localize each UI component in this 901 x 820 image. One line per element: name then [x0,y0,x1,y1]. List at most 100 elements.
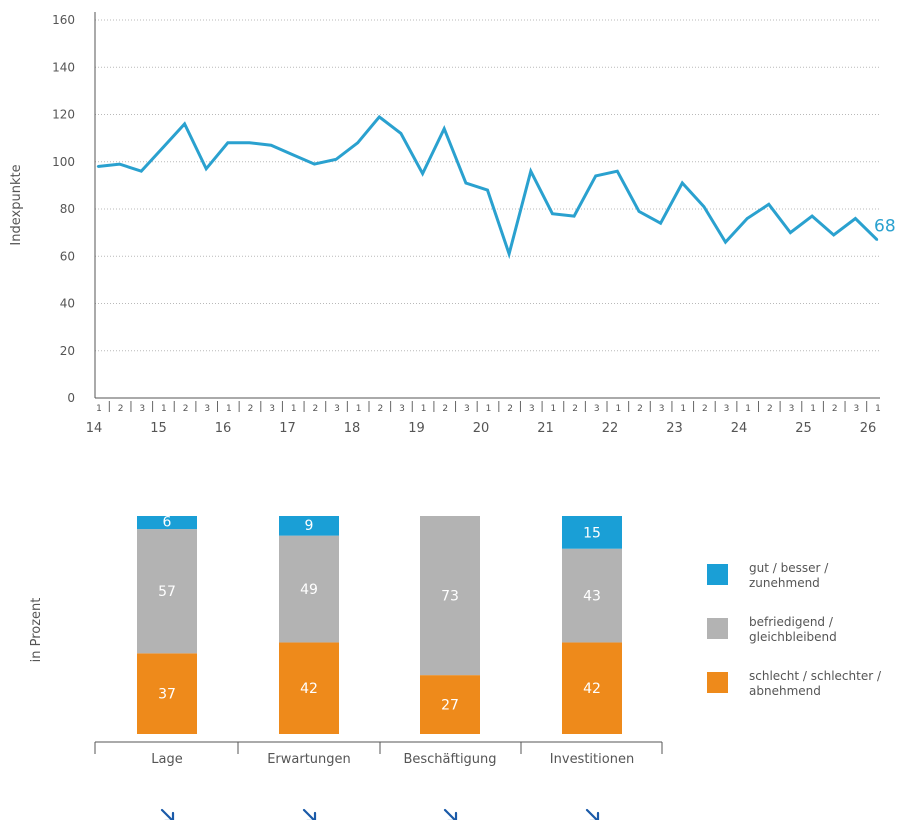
y-tick-label: 120 [52,108,75,122]
x-year-label: 20 [473,421,490,436]
trend-arrow-shaft [585,808,599,820]
period-tick-label: 1 [96,404,102,414]
legend-label: gleichbleibend [749,630,837,644]
data-point [140,170,143,173]
data-point [724,240,727,244]
bar-segment [420,675,480,734]
end-value-label: 68 [874,217,896,237]
bar-value-label: 9 [305,518,314,534]
bar-value-label: 43 [583,588,601,604]
trend-arrow-shaft [443,808,457,820]
period-tick-label: 1 [875,404,881,414]
data-point [551,212,554,215]
period-tick-label: 1 [680,404,686,414]
category-label: Lage [151,752,182,767]
legend-label: schlecht / schlechter / [749,669,882,683]
x-year-label: 25 [795,421,812,436]
period-tick-label: 2 [248,404,254,414]
data-point [464,181,468,185]
y-tick-label: 160 [52,13,75,27]
data-point [594,174,597,178]
data-point [269,144,273,147]
category-label: Beschäftigung [403,752,496,767]
period-tick-label: 3 [659,404,665,414]
bar-segment [562,516,622,549]
period-tick-label: 2 [377,404,383,414]
period-tick-label: 2 [572,404,578,414]
data-point [313,162,316,166]
data-point [572,214,576,218]
bar-segment [279,516,339,536]
trend-arrow-shaft [160,808,174,820]
data-point [443,127,446,130]
period-tick-label: 1 [810,404,816,414]
legend-label: befriedigend / [749,615,834,629]
period-tick-label: 3 [464,404,470,414]
data-point [875,238,879,241]
index-series-line [97,114,879,260]
data-point [226,141,230,145]
data-point [637,210,641,213]
period-tick-label: 1 [551,404,557,414]
data-point [745,217,749,220]
period-tick-label: 3 [334,404,340,414]
x-year-label: 16 [215,421,232,436]
period-tick-label: 1 [421,404,427,414]
data-point [378,115,381,119]
period-tick-label: 3 [529,404,535,414]
data-point [832,233,835,237]
period-tick-label: 3 [269,404,275,414]
x-year-label: 23 [666,421,683,436]
y-tick-label: 40 [60,297,75,311]
bar-segment [420,516,480,676]
period-tick-label: 2 [702,404,708,414]
data-point [659,221,662,225]
trend-arrow-head [589,811,600,820]
bar-value-label: 15 [583,525,601,541]
data-point [291,153,294,156]
legend-swatch [707,618,728,639]
period-tick-label: 1 [745,404,751,414]
bar-value-label: 6 [163,515,172,531]
data-point [789,231,792,234]
x-year-label: 21 [537,421,554,436]
x-year-label: 24 [731,421,748,436]
trend-arrow-head [447,811,458,820]
bar-segment [137,516,197,530]
x-year-label: 14 [86,421,103,436]
bar-value-label: 73 [441,588,459,604]
bar-segment [137,653,197,734]
bar-value-label: 57 [158,584,176,600]
category-label: Investitionen [550,752,634,767]
y-tick-label: 100 [52,155,75,169]
period-tick-label: 3 [204,404,210,414]
data-point [616,170,619,173]
bar-segment [562,642,622,734]
category-label: Erwartungen [267,752,351,767]
y-tick-label: 140 [52,60,75,74]
period-tick-label: 1 [615,404,621,414]
data-point [810,214,814,218]
data-point [118,162,121,166]
data-point [356,141,359,145]
legend-label: abnehmend [749,684,821,698]
bar-segment [562,548,622,643]
data-point [204,167,208,171]
legend-swatch [707,672,728,693]
trend-arrow-head [306,811,317,820]
period-tick-label: 2 [637,404,643,414]
trend-arrow-shaft [302,808,316,820]
period-tick-label: 2 [118,404,124,414]
data-point [854,217,857,220]
data-point [96,165,100,168]
y-tick-label: 60 [60,249,75,263]
bar-value-label: 27 [441,697,459,713]
period-tick-label: 2 [442,404,448,414]
x-year-label: 15 [150,421,167,436]
period-tick-label: 2 [767,404,773,414]
data-point [334,158,338,161]
period-tick-label: 3 [724,404,730,414]
bar-value-label: 42 [583,681,601,697]
